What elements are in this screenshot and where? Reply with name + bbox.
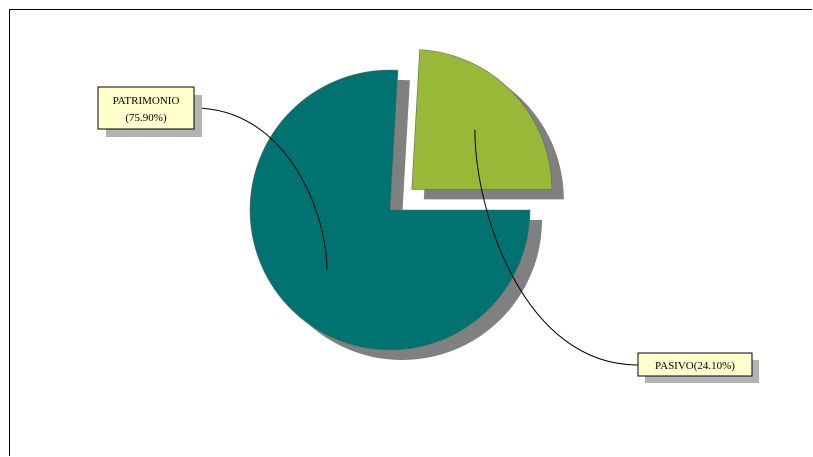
- leader-patrimonio: [193, 107, 328, 270]
- label-pasivo: PASIVO(24.10%): [637, 352, 759, 383]
- label-patrimonio-box: [97, 86, 195, 130]
- chart-frame: [9, 9, 812, 456]
- slice-pasivo: [411, 49, 553, 190]
- label-patrimonio-percent: (75.90%): [125, 112, 167, 124]
- label-pasivo-box: [637, 352, 753, 377]
- slice-patrimonio: [249, 69, 531, 351]
- label-patrimonio-name: PATRIMONIO: [113, 95, 180, 107]
- leader-pasivo: [474, 129, 639, 366]
- label-patrimonio: PATRIMONIO (75.90%): [97, 86, 202, 137]
- label-pasivo-text: PASIVO(24.10%): [655, 360, 735, 372]
